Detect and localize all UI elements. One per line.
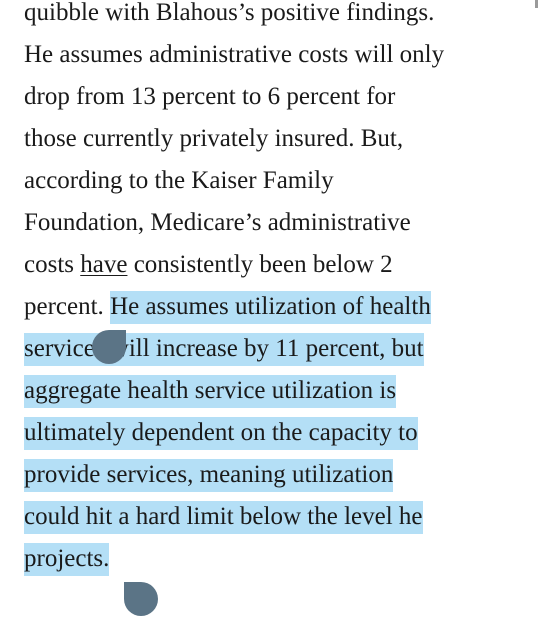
selected-text[interactable]: projects. [24, 543, 110, 576]
have-link[interactable]: have [80, 251, 128, 278]
text-line: could hit a hard limit below the level h… [24, 496, 524, 538]
text-line: He assumes administrative costs will onl… [24, 41, 445, 68]
text-line: services will increase by 11 percent, bu… [24, 328, 524, 370]
selected-text[interactable]: aggregate health service utilization is [24, 375, 397, 408]
selected-text[interactable]: He assumes utilization of health [110, 291, 431, 324]
text-line: provide services, meaning utilization [24, 454, 524, 496]
text-line: Foundation, Medicare’s administrative [24, 209, 411, 236]
scrollbar-indicator [535, 0, 538, 8]
text-line: aggregate health service utilization is [24, 370, 524, 412]
selected-text[interactable]: could hit a hard limit below the level h… [24, 501, 423, 534]
text-line: quibble with Blahous’s positive findings… [24, 0, 435, 26]
text-line: ultimately dependent on the capacity to [24, 412, 524, 454]
selected-text[interactable]: services will increase by 11 percent, bu… [24, 333, 424, 366]
text-line: drop from 13 percent to 6 percent for [24, 83, 396, 110]
text-line: costs have consistently been below 2 [24, 251, 393, 278]
text-line: percent. He assumes utilization of healt… [24, 286, 524, 328]
selection-end-handle[interactable] [124, 582, 158, 616]
text-line: those currently privately insured. But, [24, 125, 404, 152]
text-line: projects. [24, 538, 524, 580]
selected-text[interactable]: provide services, meaning utilization [24, 459, 394, 492]
selection-start-handle[interactable] [92, 330, 126, 364]
text-line: according to the Kaiser Family [24, 167, 334, 194]
article-body: quibble with Blahous’s positive findings… [24, 0, 524, 580]
selected-text[interactable]: ultimately dependent on the capacity to [24, 417, 418, 450]
